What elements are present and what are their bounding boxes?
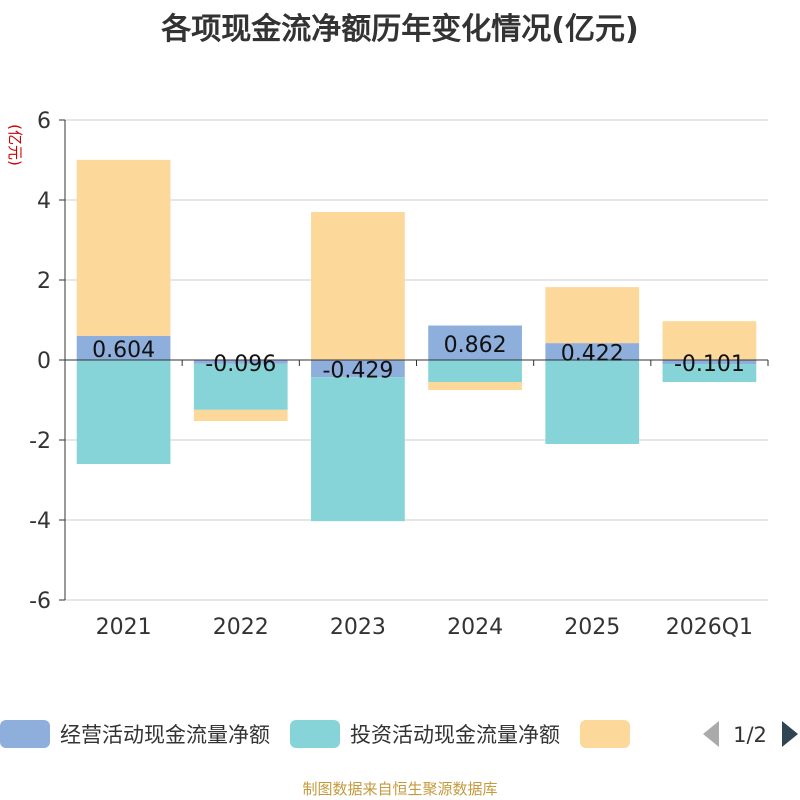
data-label: -0.096 [205, 352, 276, 377]
bar-2023-series-1 [311, 377, 405, 522]
bar-2021-series-0 [76, 335, 171, 360]
chart-title: 各项现金流净额历年变化情况(亿元) [161, 12, 639, 47]
y-axis-label: (亿元) [6, 124, 24, 166]
y-tick-label: -6 [29, 589, 51, 614]
y-tick-label: -2 [29, 429, 51, 454]
y-tick-label: -4 [29, 509, 51, 534]
y-tick-label: 4 [37, 189, 51, 214]
legend-page-indicator: 1/2 [733, 723, 767, 747]
data-label: 0.422 [561, 342, 624, 367]
bar-2024-series-0 [428, 325, 522, 360]
legend-label: 经营活动现金流量净额 [60, 723, 270, 747]
bar-2023-series-2 [311, 212, 405, 360]
data-label: -0.429 [322, 359, 393, 384]
x-tick-label: 2023 [330, 615, 386, 640]
source-footer: 制图数据来自恒生聚源数据库 [302, 780, 498, 798]
bar-2023-series-0 [311, 360, 405, 378]
x-tick-label: 2022 [213, 615, 269, 640]
bar-2026Q1-series-0 [662, 360, 757, 365]
x-tick-label: 2024 [447, 615, 503, 640]
bar-2021-series-1 [76, 360, 171, 464]
bar-2024-series-2 [428, 382, 522, 390]
legend-swatch-1 [290, 720, 340, 748]
bar-2022-series-2 [193, 409, 288, 422]
data-label: 0.604 [92, 338, 155, 363]
y-tick-label: 2 [37, 269, 51, 294]
legend-next-icon[interactable] [782, 721, 798, 747]
data-label: 0.862 [444, 333, 507, 358]
cashflow-bar-chart: -6 -4 -2 0 2 4 6 (亿元) 2021 2022 2023 2024 2025 2026Q1… [0, 109, 798, 748]
bar-2025-series-1 [545, 360, 640, 444]
bar-2026Q1-series-1 [662, 364, 757, 383]
bar-2024-series-1 [428, 360, 522, 382]
y-tick-label: 0 [37, 349, 51, 374]
x-tick-label: 2025 [564, 615, 620, 640]
x-tick-label: 2026Q1 [666, 615, 753, 640]
bar-2021-series-2 [76, 159, 171, 336]
legend-swatch-2 [580, 720, 630, 748]
x-tick-label: 2021 [96, 615, 152, 640]
bar-2022-series-0 [193, 360, 288, 364]
legend-label: 投资活动现金流量净额 [350, 723, 560, 747]
bar-2026Q1-series-2 [662, 321, 757, 360]
y-tick-label: 6 [37, 109, 51, 134]
bar-2025-series-2 [545, 287, 640, 344]
bar-2022-series-1 [193, 363, 288, 410]
bar-2025-series-0 [545, 343, 640, 360]
data-label: -0.101 [674, 352, 745, 377]
legend-prev-icon[interactable] [703, 721, 719, 747]
legend-swatch-0 [0, 720, 50, 748]
